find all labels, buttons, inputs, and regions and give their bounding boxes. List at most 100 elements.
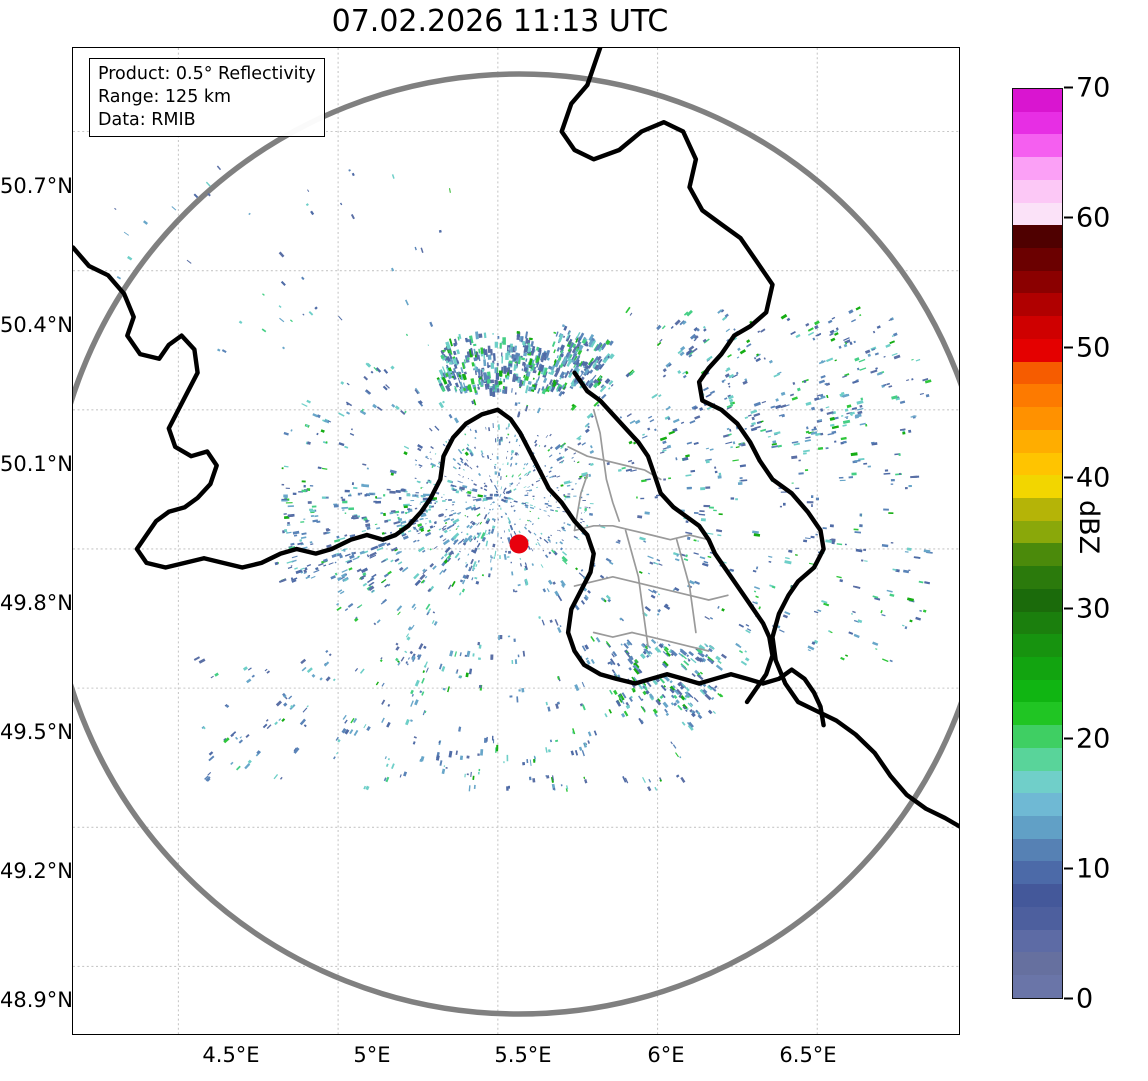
colorbar-band	[1013, 906, 1062, 930]
colorbar-tick-mark	[1064, 737, 1073, 740]
colorbar	[1012, 88, 1063, 999]
radar-echo-cell	[465, 563, 469, 568]
radar-echo-cell	[498, 504, 501, 507]
radar-echo-cell	[510, 561, 513, 564]
radar-echo-cell	[664, 708, 668, 714]
radar-echo-cell	[481, 574, 485, 577]
radar-echo-cell	[380, 657, 383, 660]
radar-echo-cell	[864, 560, 868, 562]
radar-echo-cell	[452, 357, 459, 367]
radar-echo-cell	[608, 709, 612, 714]
radar-echo-cell	[468, 785, 471, 792]
radar-echo-cell	[694, 335, 699, 340]
radar-echo-cell	[553, 331, 557, 334]
radar-echo-cell	[450, 518, 455, 522]
radar-echo-cell	[593, 730, 598, 736]
radar-echo-cell	[777, 371, 782, 375]
radar-echo-cell	[477, 657, 481, 660]
radar-echo-cell	[567, 357, 571, 362]
radar-echo-cell	[739, 349, 747, 355]
radar-echo-cell	[730, 497, 735, 500]
radar-echo-cell	[463, 371, 467, 375]
radar-echo-cell	[584, 507, 588, 511]
radar-site-marker[interactable]	[509, 534, 529, 554]
radar-echo-cell	[476, 532, 482, 539]
radar-echo-cell	[511, 452, 513, 456]
radar-echo-cell	[779, 629, 785, 633]
radar-echo-cell	[676, 553, 679, 557]
colorbar-band	[1013, 793, 1062, 816]
radar-echo-cell	[807, 327, 814, 332]
radar-echo-cell	[302, 313, 305, 316]
radar-echo-cell	[442, 525, 447, 528]
radar-echo-cell	[702, 325, 706, 329]
radar-echo-cell	[645, 689, 650, 695]
radar-echo-cell	[803, 539, 808, 543]
radar-echo-cell	[851, 472, 857, 476]
radar-echo-cell	[519, 557, 522, 560]
radar-map-canvas[interactable]: Product: 0.5° Reflectivity Range: 125 km…	[72, 47, 960, 1035]
radar-echo-cell	[909, 619, 913, 623]
radar-echo-cell	[564, 357, 567, 361]
radar-echo-cell	[609, 658, 616, 666]
radar-echo-cell	[880, 610, 883, 614]
radar-echo-cell	[651, 393, 658, 399]
radar-echo-cell	[457, 448, 463, 455]
region-border-line	[592, 408, 621, 522]
radar-echo-cell	[538, 349, 542, 359]
radar-echo-cell	[881, 544, 889, 548]
radar-echo-cell	[590, 658, 595, 664]
radar-echo-cell	[556, 506, 561, 509]
radar-echo-cell	[683, 558, 689, 562]
radar-echo-cell	[451, 373, 455, 377]
colorbar-band	[1013, 725, 1062, 748]
radar-echo-cell	[656, 612, 660, 616]
radar-echo-cell	[511, 474, 514, 478]
colorbar-band	[1013, 134, 1062, 158]
radar-echo-cell	[483, 348, 486, 352]
radar-echo-cell	[507, 367, 511, 370]
radar-echo-cell	[344, 534, 348, 537]
radar-echo-cell	[560, 784, 563, 787]
radar-echo-cell	[779, 505, 783, 508]
radar-echo-cell	[711, 686, 717, 692]
radar-echo-cell	[307, 501, 312, 504]
radar-echo-cell	[863, 462, 868, 465]
radar-echo-cell	[561, 551, 568, 556]
radar-echo-cell	[305, 424, 309, 428]
radar-echo-cell	[497, 532, 499, 537]
radar-echo-cell	[350, 717, 355, 724]
radar-echo-cell	[303, 724, 307, 728]
radar-echo-cell	[315, 567, 319, 571]
radar-echo-cell	[221, 349, 227, 353]
radar-echo-cell	[410, 689, 414, 695]
radar-echo-cell	[205, 181, 211, 187]
radar-echo-cell	[476, 513, 481, 517]
radar-echo-cell	[278, 305, 282, 308]
radar-echo-cell	[418, 482, 420, 484]
radar-echo-cell	[599, 574, 605, 579]
radar-echo-cell	[506, 462, 509, 466]
colorbar-tick-text: 0	[1076, 983, 1094, 1015]
radar-echo-cell	[561, 324, 565, 328]
radar-echo-cell	[364, 390, 371, 395]
radar-echo-cell	[564, 372, 567, 376]
radar-echo-cell	[607, 387, 611, 390]
radar-echo-cell	[547, 515, 551, 517]
radar-echo-cell	[291, 579, 297, 583]
radar-echo-cell	[587, 740, 591, 744]
radar-echo-cell	[454, 382, 460, 388]
radar-echo-cell	[805, 401, 812, 406]
radar-echo-cell	[538, 543, 541, 547]
colorbar-band	[1013, 316, 1062, 339]
radar-echo-cell	[559, 353, 565, 358]
radar-echo-cell	[448, 551, 451, 554]
radar-echo-cell	[641, 435, 648, 439]
radar-echo-cell	[728, 433, 732, 436]
radar-echo-cell	[306, 441, 311, 445]
colorbar-band	[1013, 816, 1062, 839]
radar-echo-cell	[366, 526, 371, 530]
radar-echo-cell	[525, 385, 529, 394]
radar-echo-cell	[708, 658, 714, 664]
radar-echo-cell	[690, 469, 696, 473]
